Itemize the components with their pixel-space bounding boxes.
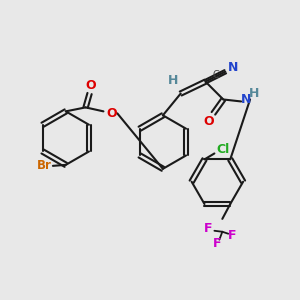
Text: Cl: Cl [217,143,230,156]
Text: H: H [168,74,178,87]
Text: N: N [241,93,251,106]
Text: C: C [212,70,219,80]
Text: O: O [203,115,214,128]
Text: F: F [213,237,222,250]
Text: H: H [249,87,259,100]
Text: F: F [204,222,213,235]
Text: Br: Br [37,159,51,172]
Text: N: N [228,61,238,74]
Text: F: F [228,229,236,242]
Text: O: O [106,107,117,120]
Text: O: O [85,79,96,92]
